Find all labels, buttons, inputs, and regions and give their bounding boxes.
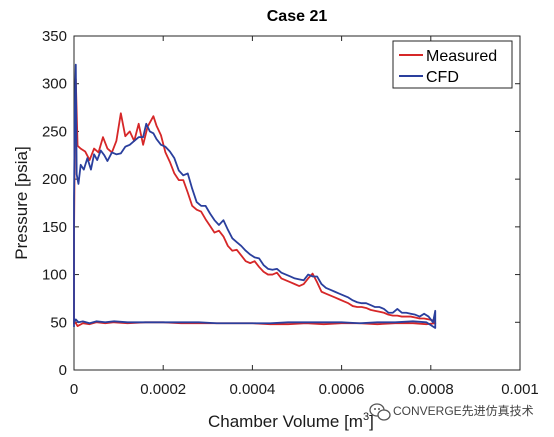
x-tick-label: 0.0008 [408, 381, 454, 398]
x-tick-label: 0.0006 [319, 381, 365, 398]
x-axis-label-close: ] [369, 412, 374, 431]
y-tick-label: 150 [42, 219, 67, 236]
y-tick-label: 300 [42, 76, 67, 93]
series-layer [73, 63, 437, 329]
legend-label-cfd: CFD [426, 69, 459, 86]
legend-label-measured: Measured [426, 48, 497, 65]
plot-area [73, 35, 521, 371]
x-axis-label-main: Chamber Volume [m [208, 412, 363, 431]
y-tick-label: 250 [42, 123, 67, 140]
x-tick-label: 0 [70, 381, 78, 398]
y-tick-label: 50 [50, 314, 67, 331]
x-tick-label: 0.001 [501, 381, 539, 398]
series-line-cfd [73, 63, 437, 329]
watermark-text: CONVERGE先进仿真技术 [393, 404, 534, 418]
legend: Measured CFD [392, 40, 513, 89]
x-tick-label: 0.0002 [140, 381, 186, 398]
x-tick-label: 0.0004 [229, 381, 275, 398]
wechat-icon [369, 403, 391, 421]
y-tick-label: 350 [42, 28, 67, 45]
y-tick-label: 0 [59, 362, 67, 379]
y-tick-label: 200 [42, 171, 67, 188]
y-tick-label: 100 [42, 267, 67, 284]
series-line-measured [73, 78, 437, 328]
x-axis-ticks: 0 0.0002 0.0004 0.0006 0.0008 0.001 [70, 36, 539, 398]
x-axis-label-sup: 3 [363, 411, 369, 423]
x-axis-label: Chamber Volume [m3] [208, 411, 374, 431]
watermark: CONVERGE先进仿真技术 [369, 403, 534, 421]
y-axis-label: Pressure [psia] [12, 146, 31, 259]
chart-title: Case 21 [267, 8, 328, 25]
y-axis-ticks: 0 50 100 150 200 250 300 350 [42, 28, 520, 379]
legend-box [392, 40, 513, 89]
